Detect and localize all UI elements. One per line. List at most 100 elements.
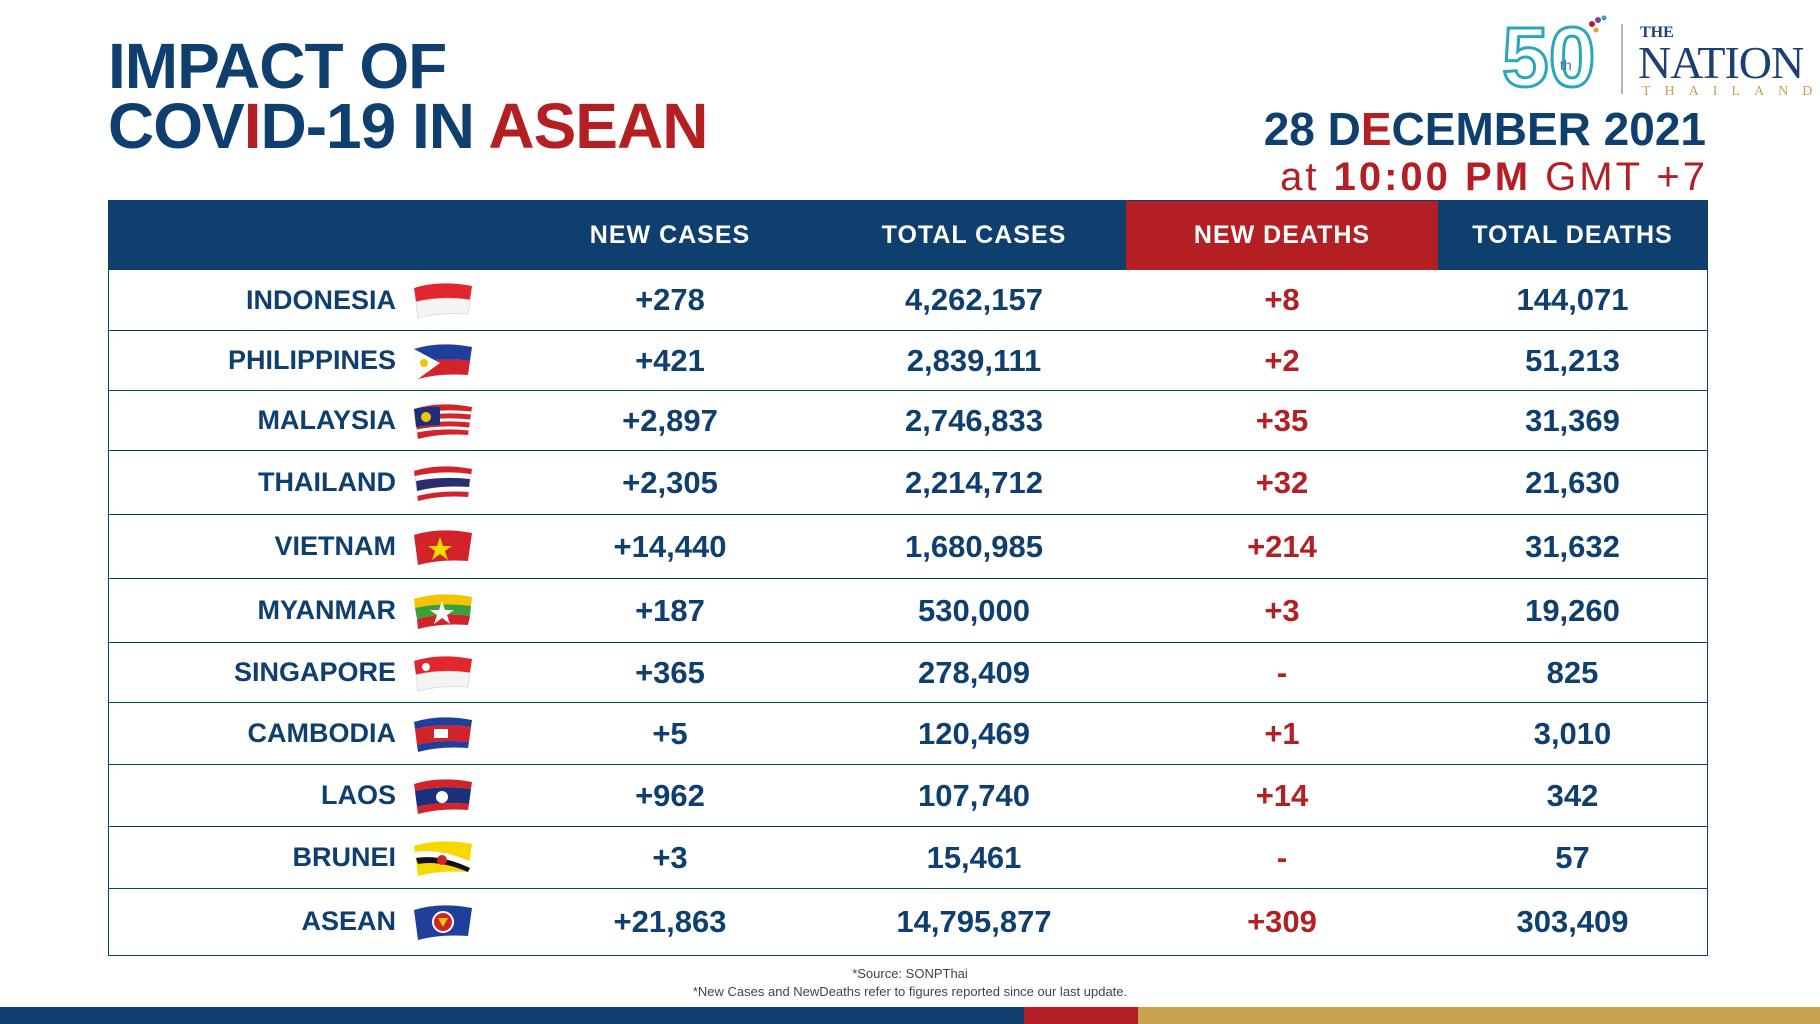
country-name: MYANMAR bbox=[257, 595, 396, 625]
table-body: INDONESIA +278 4,262,157 +8 144,071 PHILIPPIN… bbox=[109, 270, 1707, 954]
country-name: BRUNEI bbox=[292, 842, 396, 872]
new-deaths-cell: +3 bbox=[1264, 592, 1300, 628]
time-prefix: at bbox=[1280, 155, 1334, 199]
new-deaths-cell: +1 bbox=[1264, 715, 1300, 751]
page-title: IMPACT OF COVID-19 IN ASEAN bbox=[108, 34, 708, 158]
cambodia-flag-icon bbox=[414, 716, 472, 752]
report-time: at 10:00 PM GMT +7 bbox=[1280, 156, 1708, 198]
title-asean: ASEAN bbox=[488, 90, 708, 162]
total-deaths-cell: 303,409 bbox=[1516, 903, 1629, 939]
country-cell: ASEAN bbox=[109, 889, 518, 954]
philippines-flag-icon bbox=[414, 343, 472, 379]
time-zone: GMT +7 bbox=[1531, 155, 1708, 199]
bar-red bbox=[1024, 1007, 1138, 1024]
myanmar-flag-icon bbox=[414, 593, 472, 629]
country-cell: MALAYSIA bbox=[109, 391, 518, 450]
total-cases-cell: 2,839,111 bbox=[906, 342, 1042, 378]
table-row: VIETNAM +14,440 1,680,985 +214 31,632 bbox=[109, 514, 1707, 578]
fiftieth-anniversary-logo: 50 th bbox=[1501, 12, 1607, 98]
new-deaths-cell: - bbox=[1276, 654, 1288, 690]
country-cell: VIETNAM bbox=[109, 515, 518, 578]
total-cases-cell: 14,795,877 bbox=[896, 903, 1052, 939]
total-cases-cell: 1,680,985 bbox=[905, 528, 1043, 564]
total-deaths-cell: 51,213 bbox=[1525, 342, 1620, 378]
thailand-flag-icon bbox=[414, 465, 472, 501]
logo-dot bbox=[1601, 15, 1607, 21]
total-deaths-cell: 21,630 bbox=[1525, 464, 1620, 500]
the-nation-logo: 50 th THE NATION THAILAND bbox=[1500, 8, 1813, 104]
total-deaths-cell: 144,071 bbox=[1516, 282, 1629, 317]
bottom-color-bar bbox=[0, 1007, 1820, 1024]
new-deaths-cell: +14 bbox=[1255, 777, 1309, 813]
laos-flag-icon bbox=[414, 778, 472, 814]
logo-thailand: THAILAND bbox=[1642, 84, 1820, 99]
country-cell: LAOS bbox=[109, 765, 518, 826]
title-part-accent: I bbox=[243, 90, 262, 162]
new-cases-cell: +962 bbox=[635, 777, 705, 813]
table-row: THAILAND +2,305 2,214,712 +32 21,630 bbox=[109, 450, 1707, 514]
logo-nation: NATION bbox=[1638, 37, 1804, 88]
asean-flag-icon bbox=[414, 904, 472, 940]
table-row: PHILIPPINES +421 2,839,111 +2 51,213 bbox=[109, 330, 1707, 390]
time-value: 10:00 PM bbox=[1333, 155, 1532, 199]
total-cases-cell: 107,740 bbox=[917, 777, 1031, 813]
new-cases-cell: +187 bbox=[635, 592, 705, 628]
total-cases-cell: 278,409 bbox=[917, 654, 1031, 690]
total-deaths-cell: 31,369 bbox=[1525, 402, 1620, 438]
table-row: BRUNEI +3 15,461 - 57 bbox=[109, 826, 1707, 888]
indonesia-flag-icon bbox=[414, 283, 472, 319]
country-cell: SINGAPORE bbox=[109, 643, 518, 702]
new-deaths-cell: +2 bbox=[1264, 342, 1300, 378]
country-name: THAILAND bbox=[258, 467, 396, 497]
new-cases-cell: +21,863 bbox=[613, 903, 727, 939]
table-row: SINGAPORE +365 278,409 - 825 bbox=[109, 642, 1707, 702]
date-accent: E bbox=[1360, 103, 1392, 155]
title-part: COV bbox=[108, 90, 245, 162]
country-cell: BRUNEI bbox=[109, 827, 518, 888]
total-deaths-cell: 57 bbox=[1555, 839, 1590, 875]
total-cases-cell: 4,262,157 bbox=[905, 282, 1043, 317]
total-deaths-cell: 19,260 bbox=[1525, 592, 1620, 628]
new-deaths-cell: +309 bbox=[1247, 903, 1317, 939]
new-cases-cell: +3 bbox=[652, 839, 688, 875]
new-cases-cell: +421 bbox=[635, 342, 705, 378]
country-name: SINGAPORE bbox=[233, 657, 396, 687]
country-name: INDONESIA bbox=[245, 284, 396, 315]
country-name: MALAYSIA bbox=[257, 405, 396, 435]
total-deaths-cell: 31,632 bbox=[1525, 528, 1620, 564]
new-cases-cell: +365 bbox=[635, 654, 705, 690]
logo-dot bbox=[1595, 17, 1601, 23]
country-name: ASEAN bbox=[301, 906, 396, 936]
logo-dot bbox=[1589, 21, 1595, 27]
new-deaths-cell: +8 bbox=[1264, 282, 1300, 317]
malaysia-flag-icon bbox=[414, 403, 472, 439]
report-date: 28 DECEMBER 2021 bbox=[1264, 104, 1706, 154]
title-line-2: COVID-19 IN ASEAN bbox=[108, 94, 708, 158]
country-name: CAMBODIA bbox=[247, 718, 397, 748]
vietnam-flag-icon bbox=[414, 529, 472, 565]
total-cases-cell: 2,214,712 bbox=[905, 464, 1043, 500]
logo-divider bbox=[1621, 24, 1623, 94]
country-cell: PHILIPPINES bbox=[109, 331, 518, 390]
table-header: NEW CASES TOTAL CASES NEW DEATHS TOTAL D… bbox=[109, 201, 1707, 270]
date-part: CEMBER 2021 bbox=[1391, 103, 1706, 155]
total-cases-cell: 15,461 bbox=[926, 839, 1022, 875]
country-name: VIETNAM bbox=[274, 531, 397, 561]
covid-table: NEW CASES TOTAL CASES NEW DEATHS TOTAL D… bbox=[108, 200, 1708, 956]
header-country bbox=[109, 201, 518, 270]
total-cases-cell: 2,746,833 bbox=[905, 402, 1043, 438]
table-row: INDONESIA +278 4,262,157 +8 144,071 bbox=[109, 270, 1707, 330]
new-cases-cell: +2,897 bbox=[622, 402, 718, 438]
th-suffix: th bbox=[1560, 57, 1572, 73]
country-name: LAOS bbox=[320, 780, 396, 810]
header-new-deaths: NEW DEATHS bbox=[1126, 201, 1438, 270]
new-cases-cell: +14,440 bbox=[613, 528, 727, 564]
new-deaths-cell: +35 bbox=[1255, 402, 1309, 438]
country-cell: MYANMAR bbox=[109, 579, 518, 642]
title-part: D-19 IN bbox=[260, 90, 489, 162]
brunei-flag-icon bbox=[414, 840, 472, 876]
singapore-flag-icon bbox=[414, 655, 472, 692]
table-row: ASEAN +21,863 14,795,877 +309 303,409 bbox=[109, 888, 1707, 954]
table-row: CAMBODIA +5 120,469 +1 3,010 bbox=[109, 702, 1707, 764]
new-deaths-cell: +214 bbox=[1247, 528, 1317, 564]
